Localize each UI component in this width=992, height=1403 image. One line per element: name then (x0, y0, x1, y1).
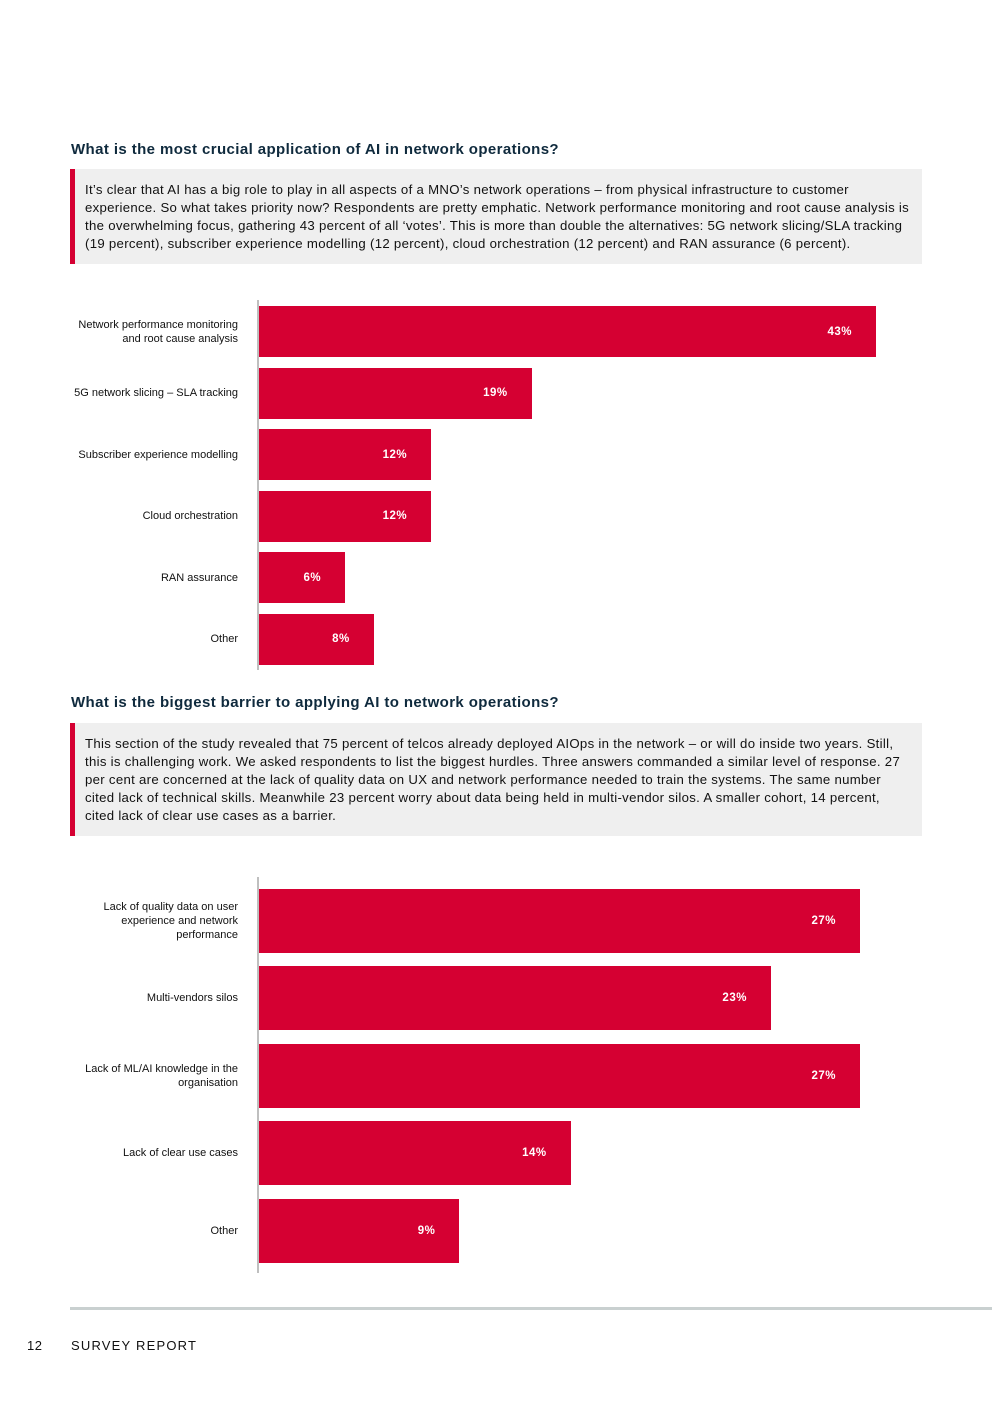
bar-1: 23% (259, 966, 771, 1031)
category-label: Other (210, 1224, 238, 1237)
category-label: Subscriber experience modelling (78, 448, 238, 461)
bar-0: 27% (259, 889, 860, 953)
bar-value-label: 8% (332, 633, 350, 645)
bar-5: 8% (259, 613, 374, 665)
bar-value-label: 19% (483, 387, 508, 399)
bar-4: 6% (259, 552, 346, 603)
category-label: Cloud orchestration (142, 510, 238, 522)
bar-value-label: 12% (382, 448, 408, 461)
report-title: SURVEY REPORT (71, 1338, 198, 1353)
bar-1: 19% (259, 367, 532, 419)
section-1-callout-text: It’s clear that AI has a big role to pla… (85, 182, 910, 251)
page-number: 12 (27, 1338, 43, 1353)
bar-value-label: 12% (382, 510, 408, 522)
bar-0: 43% (259, 306, 876, 357)
category-label: Network performance monitoring and root … (78, 318, 238, 345)
category-label: Lack of clear use cases (123, 1147, 238, 1160)
chart-axis-line (257, 300, 259, 670)
category-label: Lack of ML/AI knowledge in the organisat… (85, 1062, 238, 1089)
section-1-callout: It’s clear that AI has a big role to pla… (70, 169, 922, 264)
bar-3: 12% (259, 490, 432, 542)
category-label: Multi-vendors silos (146, 992, 238, 1005)
bar-value-label: 9% (417, 1224, 436, 1237)
section-2-callout-text: This section of the study revealed that … (85, 736, 901, 823)
bar-4: 9% (259, 1198, 460, 1263)
bar-3: 14% (259, 1121, 571, 1186)
section-2-heading: What is the biggest barrier to applying … (71, 694, 559, 711)
bar-2: 12% (259, 429, 432, 480)
chart-axis-line (257, 877, 259, 1273)
bar-value-label: 6% (303, 571, 322, 584)
section-1-heading: What is the most crucial application of … (71, 141, 559, 158)
bar-value-label: 27% (811, 915, 836, 927)
section-2-callout: This section of the study revealed that … (70, 723, 922, 836)
bar-value-label: 23% (722, 992, 747, 1005)
category-label: Lack of quality data on user experience … (103, 901, 238, 941)
bar-value-label: 43% (827, 325, 852, 338)
bar-value-label: 27% (811, 1069, 836, 1082)
category-label: 5G network slicing – SLA tracking (74, 387, 238, 399)
category-label: RAN assurance (160, 571, 238, 584)
bar-value-label: 14% (522, 1147, 547, 1160)
category-label: Other (210, 633, 238, 645)
bar-2: 27% (259, 1043, 860, 1108)
footer-divider (70, 1307, 992, 1310)
